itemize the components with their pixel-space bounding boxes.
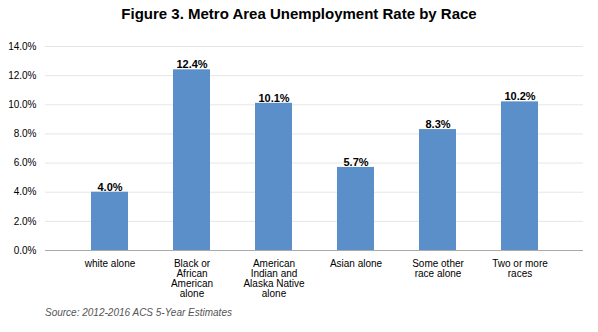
- svg-text:12.0%: 12.0%: [8, 70, 36, 81]
- html-text:Source: 2012-2016 ACS 5-Year E: Source: 2012-2016 ACS 5-Year Estimates: [45, 307, 232, 318]
- svg-text:AmericanIndian andAlaska Nativ: AmericanIndian andAlaska Nativealone: [243, 258, 305, 299]
- svg-text:4.0%: 4.0%: [14, 186, 37, 197]
- svg-text:8.3%: 8.3%: [425, 118, 450, 130]
- svg-text:0.0%: 0.0%: [14, 245, 37, 256]
- svg-text:2.0%: 2.0%: [14, 216, 37, 227]
- svg-text:12.4%: 12.4%: [176, 58, 207, 70]
- svg-text:6.0%: 6.0%: [14, 157, 37, 168]
- svg-text:10.2%: 10.2%: [504, 90, 535, 102]
- svg-text:white alone: white alone: [84, 258, 136, 269]
- svg-text:4.0%: 4.0%: [97, 181, 122, 193]
- svg-text:8.0%: 8.0%: [14, 128, 37, 139]
- svg-text:10.1%: 10.1%: [258, 92, 289, 104]
- svg-text:Two or moreraces: Two or moreraces: [492, 258, 548, 279]
- svg-text:Asian alone: Asian alone: [330, 258, 383, 269]
- svg-text:14.0%: 14.0%: [8, 41, 36, 52]
- html-text:Figure 3. Metro Area Unemploym: Figure 3. Metro Area Unemployment Rate b…: [121, 5, 477, 22]
- svg-text:Some otherrace alone: Some otherrace alone: [412, 258, 464, 279]
- svg-text:5.7%: 5.7%: [343, 156, 368, 168]
- svg-text:10.0%: 10.0%: [8, 99, 36, 110]
- svg-text:Black orAfricanAmericanalone: Black orAfricanAmericanalone: [171, 258, 213, 299]
